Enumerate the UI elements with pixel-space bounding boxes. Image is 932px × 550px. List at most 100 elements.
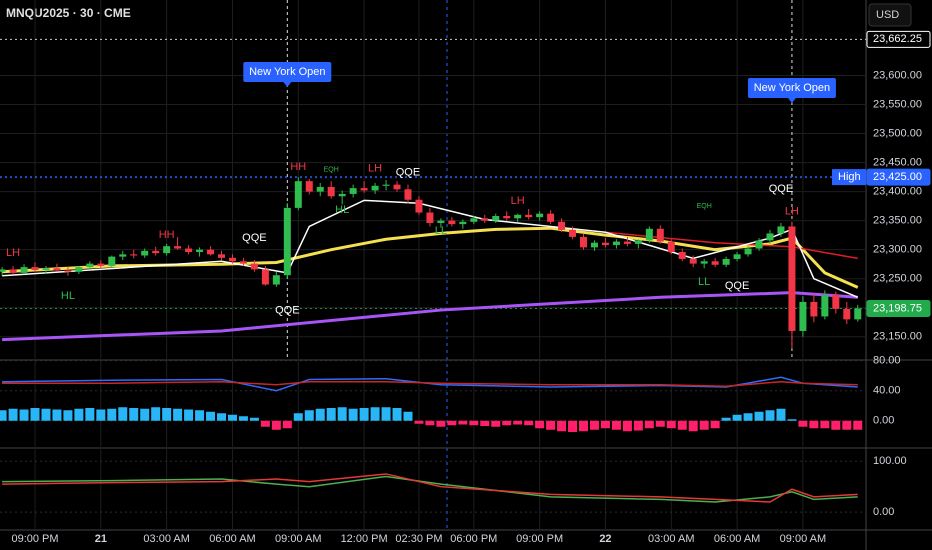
histogram-bar xyxy=(831,420,841,430)
candle-body xyxy=(349,188,357,194)
annotation: EQH xyxy=(324,166,339,173)
candle-body xyxy=(689,258,697,264)
annotation: LL xyxy=(698,276,710,288)
candle-body xyxy=(788,226,796,331)
candle-body xyxy=(481,218,489,221)
histogram-bar xyxy=(622,420,632,432)
event-label: New York Open xyxy=(249,66,325,78)
candle-body xyxy=(755,240,763,249)
annotation: QQE xyxy=(396,166,420,178)
histogram-bar xyxy=(765,410,775,421)
candle-body xyxy=(174,246,182,249)
candle-body xyxy=(283,207,291,276)
annotation: HL xyxy=(335,204,349,216)
candle-body xyxy=(711,261,719,265)
candle-body xyxy=(843,308,851,320)
candle-body xyxy=(20,267,28,273)
histogram-bar xyxy=(710,420,720,429)
candle-body xyxy=(590,242,598,248)
histogram-bar xyxy=(337,407,347,421)
histogram-bar xyxy=(655,420,665,427)
histogram-bar xyxy=(557,420,567,432)
candle-body xyxy=(141,250,149,256)
histogram-bar xyxy=(30,408,40,421)
indicator-line xyxy=(2,291,858,342)
histogram-bar xyxy=(644,420,654,429)
candle-body xyxy=(722,258,730,265)
price-tag-name-box xyxy=(832,169,866,186)
histogram-bar xyxy=(546,420,556,430)
candle-body xyxy=(744,248,752,255)
candle-body xyxy=(645,228,653,241)
histogram-bar xyxy=(315,408,325,421)
candle-body xyxy=(536,213,544,218)
candle-body xyxy=(437,220,445,223)
candle-body xyxy=(821,294,829,317)
currency[interactable]: USD xyxy=(876,9,899,21)
histogram-bar xyxy=(809,420,819,429)
candle-body xyxy=(218,254,225,258)
histogram-bar xyxy=(535,420,545,429)
histogram-bar xyxy=(162,408,172,421)
annotation: HH xyxy=(159,229,175,241)
histogram-bar xyxy=(732,414,742,421)
histogram-bar xyxy=(699,420,709,430)
histogram-bar xyxy=(107,408,117,421)
histogram-bar xyxy=(469,420,479,426)
price-tag-label: 23,425.00 xyxy=(873,171,922,183)
histogram-bar xyxy=(633,420,643,431)
histogram-bar xyxy=(579,420,589,432)
candle-body xyxy=(338,193,346,197)
price-tag xyxy=(866,299,931,317)
histogram-bar xyxy=(589,420,599,430)
histogram-bar xyxy=(392,408,402,421)
histogram-bar xyxy=(85,408,95,421)
annotation: QQE xyxy=(275,305,299,317)
candle-body xyxy=(569,229,577,237)
histogram-bar xyxy=(249,417,259,421)
candle-body xyxy=(492,216,500,221)
candle-body xyxy=(623,241,631,244)
candle-body xyxy=(415,199,423,213)
annotation: LH xyxy=(6,247,20,259)
histogram-bar xyxy=(436,420,446,427)
candle-body xyxy=(580,236,588,248)
histogram-bar xyxy=(381,407,391,421)
y-tick-label: 23,350.00 xyxy=(873,215,922,227)
histogram-bar xyxy=(787,419,797,421)
candle-body xyxy=(196,249,204,252)
candle-body xyxy=(86,263,94,268)
histogram-bar xyxy=(184,409,194,421)
histogram-bar xyxy=(151,407,161,421)
price-tag xyxy=(866,30,931,48)
histogram-bar xyxy=(227,414,237,421)
x-tick-label: 06:00 AM xyxy=(714,533,760,545)
candle-body xyxy=(612,241,620,246)
candle-body xyxy=(700,261,708,264)
candle-body xyxy=(547,213,555,222)
histogram-bar xyxy=(348,408,358,421)
y-tick-label: 0.00 xyxy=(873,506,894,518)
histogram-bar xyxy=(754,411,764,421)
candle-body xyxy=(459,221,467,225)
candle-body xyxy=(228,257,236,262)
x-tick-label: 03:00 AM xyxy=(143,533,189,545)
candle-body xyxy=(426,212,434,223)
currency-button[interactable] xyxy=(868,3,912,27)
histogram-bar xyxy=(129,408,139,421)
candle-body xyxy=(75,267,83,272)
candle-body xyxy=(327,186,335,197)
candle-body xyxy=(119,254,127,257)
y-tick-label: 23,150.00 xyxy=(873,331,922,343)
annotation: EQH xyxy=(697,203,712,210)
candle-body xyxy=(371,185,379,191)
x-tick-label: 12:00 PM xyxy=(341,533,388,545)
x-tick-label: 09:00 PM xyxy=(516,533,563,545)
histogram-bar xyxy=(820,420,830,429)
histogram-bar xyxy=(260,420,270,427)
histogram-bar xyxy=(52,409,62,421)
candle-body xyxy=(97,263,105,266)
histogram-bar xyxy=(74,408,84,421)
histogram-bar xyxy=(195,410,205,421)
candle-body xyxy=(810,301,818,317)
